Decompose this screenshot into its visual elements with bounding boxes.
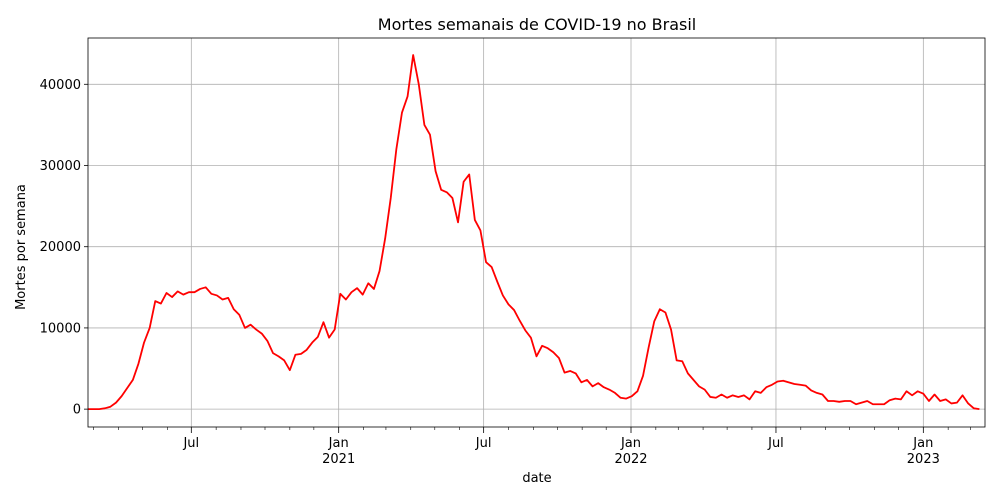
x-tick-year-label: 2021 (322, 452, 355, 467)
series-line (88, 54, 980, 411)
y-tick-label: 20000 (40, 240, 81, 255)
x-tick-label: Jul (182, 436, 199, 451)
y-axis-label: Mortes por semana (14, 184, 29, 310)
y-tick-label: 30000 (40, 159, 81, 174)
x-tick-year-label: 2023 (907, 452, 940, 467)
x-tick-label: Jul (475, 436, 492, 451)
x-axis-label: date (522, 471, 551, 486)
x-tick-year-label: 2022 (614, 452, 647, 467)
x-tick-label: Jan (328, 436, 349, 451)
plot-frame (87, 37, 986, 428)
y-tick-label: 0 (73, 403, 81, 418)
x-tick-label: Jan (912, 436, 933, 451)
x-tick-label: Jan (620, 436, 641, 451)
y-tick-label: 10000 (40, 321, 81, 336)
grid-lines (88, 38, 985, 427)
y-axis-ticks: 0 10000 20000 30000 40000 (40, 78, 88, 418)
chart-title: Mortes semanais de COVID-19 no Brasil (378, 15, 696, 34)
x-tick-label: Jul (767, 436, 784, 451)
y-tick-label: 40000 (40, 78, 81, 93)
series-layer (88, 54, 980, 411)
